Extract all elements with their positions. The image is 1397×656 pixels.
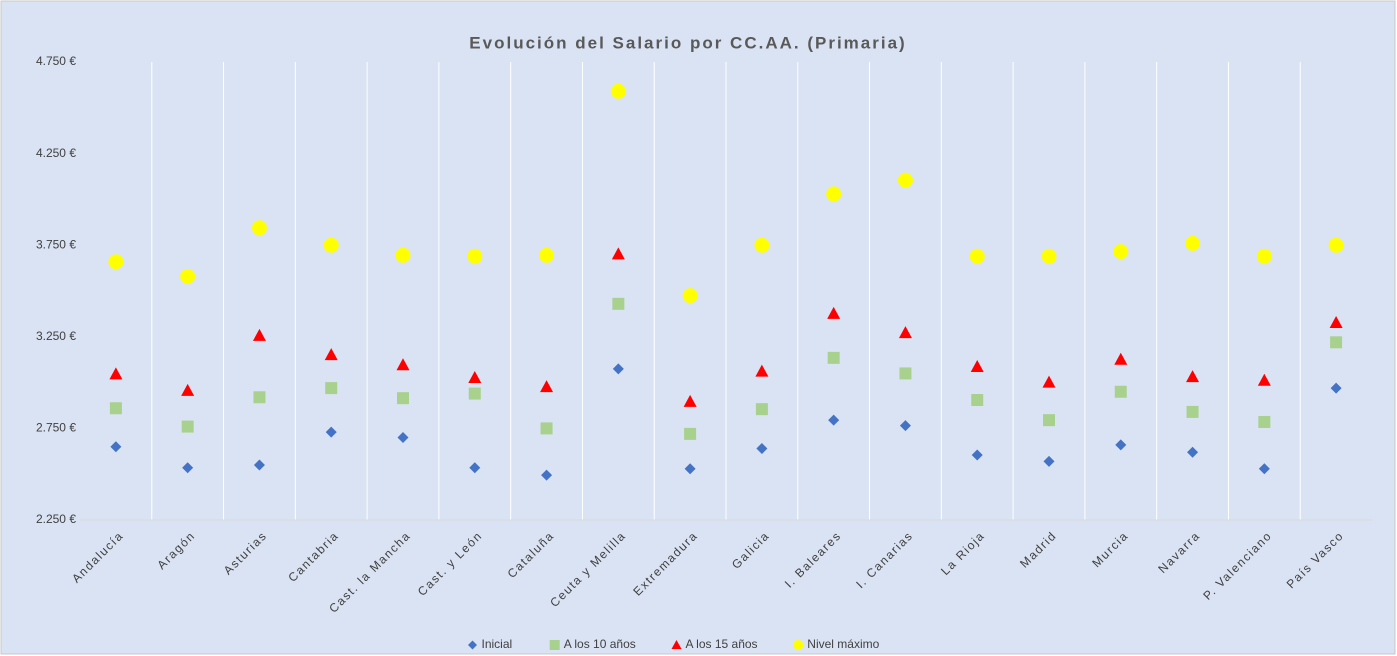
triangle-marker [396, 358, 410, 371]
triangle-marker [611, 247, 625, 260]
y-tick-label: 4.750 € [36, 54, 76, 68]
legend-label: Nivel máximo [807, 637, 879, 651]
triangle-marker [540, 380, 554, 393]
square-marker [397, 392, 409, 405]
square-marker [971, 394, 984, 407]
square-marker [612, 297, 625, 310]
circle-marker [969, 248, 985, 264]
triangle-marker [324, 348, 338, 361]
square-marker [540, 422, 553, 435]
triangle-marker [683, 394, 697, 407]
triangle-marker [468, 371, 482, 384]
circle-marker [897, 172, 913, 188]
circle-marker [1328, 237, 1344, 253]
legend-marker [549, 640, 560, 650]
legend-label: A los 10 años [564, 637, 636, 651]
square-marker [181, 420, 194, 433]
circle-marker [682, 288, 698, 304]
diamond-marker [325, 426, 337, 438]
triangle-marker [252, 328, 266, 341]
legend-marker [468, 640, 477, 650]
circle-marker [323, 237, 339, 253]
legend-marker [793, 640, 804, 650]
legend-label: A los 15 años [686, 637, 758, 651]
diamond-marker [756, 443, 768, 455]
square-marker [109, 402, 122, 415]
square-marker [468, 387, 481, 400]
y-tick-label: 2.750 € [36, 421, 76, 435]
y-tick-label: 3.750 € [36, 237, 76, 251]
square-marker [1114, 385, 1127, 398]
circle-marker [1041, 248, 1057, 264]
circle-marker [467, 248, 483, 264]
circle-marker [610, 83, 626, 99]
diamond-marker [684, 463, 696, 475]
diamond-marker [828, 414, 840, 426]
circle-marker [180, 268, 196, 284]
legend-marker [671, 640, 682, 649]
diamond-marker [1043, 455, 1055, 467]
triangle-marker [970, 360, 984, 373]
square-marker [684, 427, 697, 440]
square-marker [827, 351, 840, 364]
triangle-marker [755, 364, 769, 377]
diamond-marker [971, 449, 983, 461]
square-marker [325, 382, 338, 395]
square-marker [1330, 336, 1343, 349]
triangle-marker [109, 367, 123, 380]
diamond-marker [253, 459, 265, 471]
y-tick-label: 2.250 € [36, 512, 76, 526]
circle-marker [1256, 248, 1272, 264]
y-tick-label: 4.250 € [36, 146, 76, 160]
circle-marker [826, 186, 842, 202]
circle-marker [539, 247, 555, 263]
diamond-marker [110, 441, 122, 453]
triangle-marker [827, 306, 841, 319]
circle-marker [754, 237, 770, 253]
diamond-marker [1115, 439, 1127, 451]
diamond-marker [1330, 382, 1342, 394]
y-tick-label: 3.250 € [36, 329, 76, 343]
square-marker [1258, 415, 1271, 428]
square-marker [1186, 405, 1199, 418]
square-marker [253, 391, 266, 404]
triangle-marker [1186, 370, 1200, 383]
triangle-marker [898, 326, 912, 339]
square-marker [755, 403, 768, 416]
diamond-marker [541, 469, 553, 481]
triangle-marker [1329, 316, 1343, 329]
square-marker [1043, 414, 1055, 427]
circle-marker [251, 220, 267, 236]
triangle-marker [181, 383, 195, 396]
diamond-marker [1187, 446, 1199, 458]
legend-label: Inicial [482, 637, 513, 651]
diamond-marker [899, 420, 911, 432]
square-marker [899, 367, 912, 380]
chart-title: Evolución del Salario por CC.AA. (Primar… [469, 33, 906, 52]
circle-marker [1113, 244, 1129, 260]
diamond-marker [612, 363, 624, 375]
circle-marker [395, 247, 411, 263]
triangle-marker [1042, 375, 1056, 388]
circle-marker [108, 254, 124, 270]
diamond-marker [469, 462, 481, 474]
triangle-marker [1257, 373, 1271, 386]
diamond-marker [1258, 463, 1270, 475]
diamond-marker [182, 462, 194, 474]
diamond-marker [397, 432, 409, 444]
circle-marker [1185, 235, 1201, 251]
triangle-marker [1114, 352, 1128, 365]
